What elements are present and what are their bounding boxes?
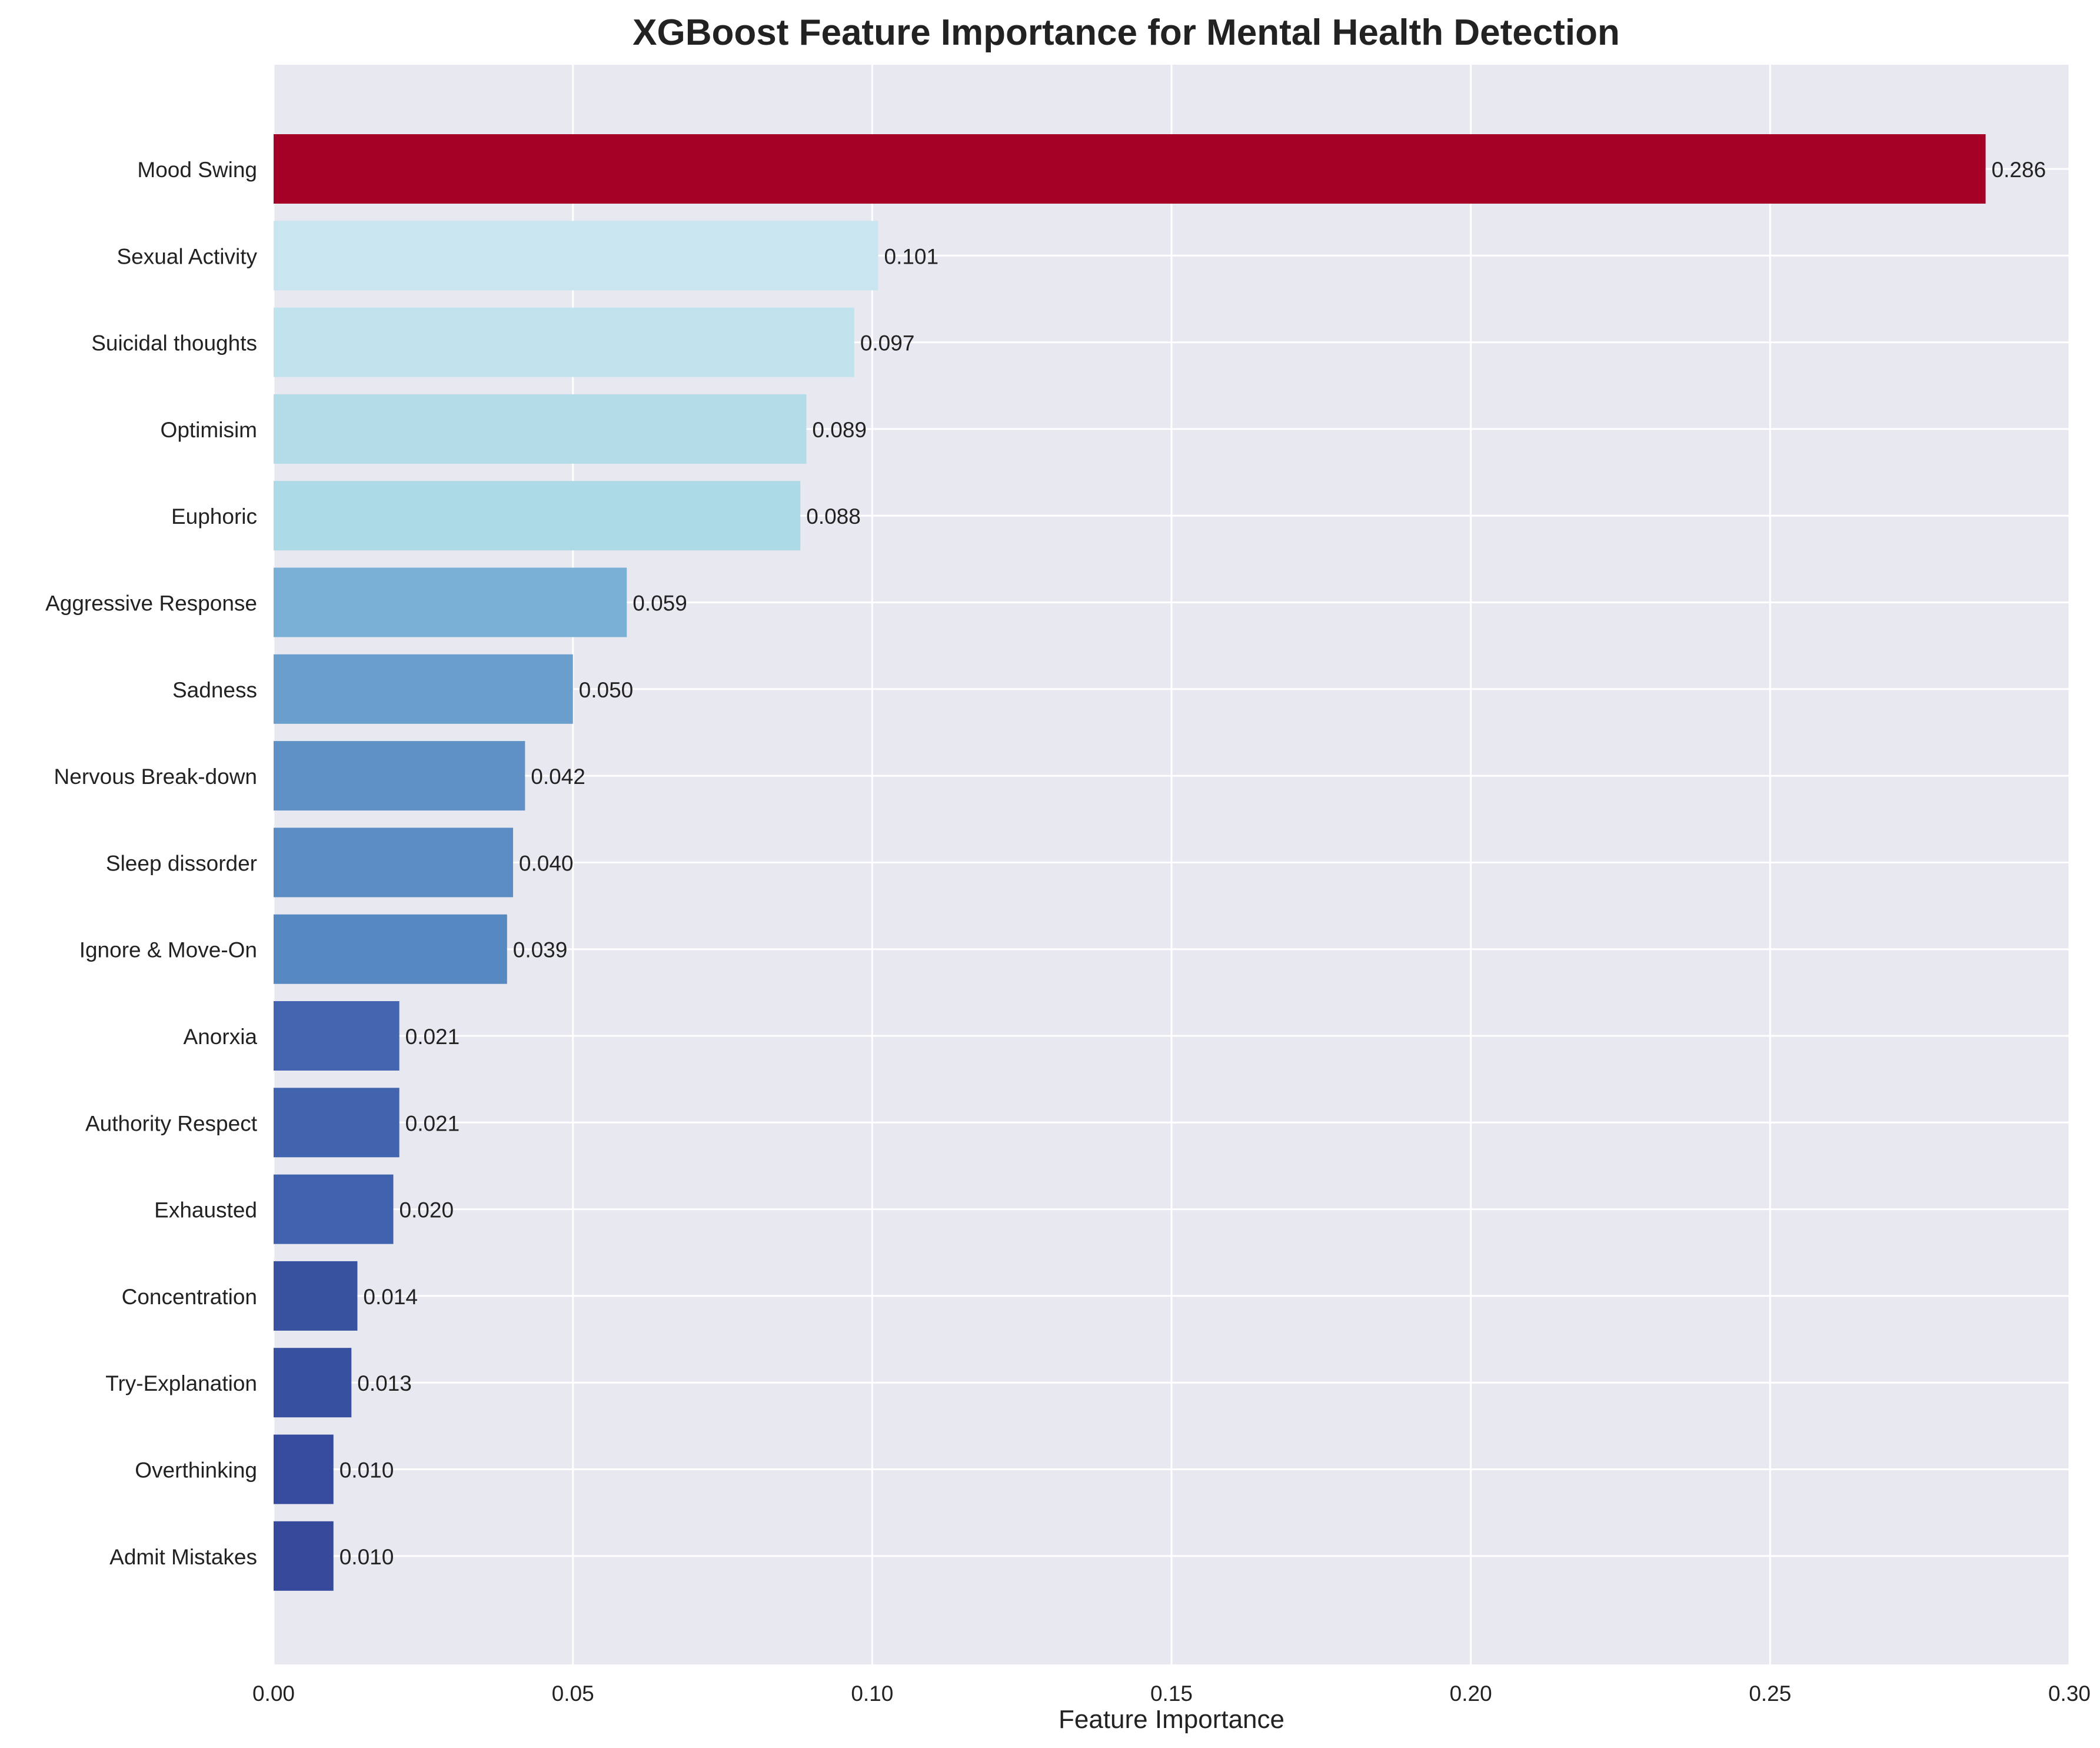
bar-value-label: 0.101: [884, 244, 939, 268]
bar-9: [274, 914, 507, 984]
y-tick-label: Mood Swing: [137, 158, 257, 182]
y-tick-label: Sadness: [172, 678, 257, 702]
x-tick-label: 0.15: [1150, 1681, 1193, 1706]
y-tick-label: Suicidal thoughts: [91, 331, 257, 355]
x-tick-label: 0.05: [552, 1681, 594, 1706]
bar-5: [274, 567, 627, 637]
bar-value-label: 0.010: [340, 1458, 394, 1483]
y-tick-label: Sexual Activity: [117, 244, 257, 268]
y-tick-label: Overthinking: [135, 1458, 257, 1483]
bar-value-label: 0.020: [399, 1198, 454, 1222]
bar-3: [274, 394, 807, 464]
bar-value-label: 0.089: [812, 418, 867, 442]
y-tick-label: Admit Mistakes: [109, 1545, 257, 1569]
x-tick-label: 0.20: [1450, 1681, 1492, 1706]
bar-1: [274, 221, 878, 291]
x-tick-label: 0.00: [252, 1681, 295, 1706]
y-tick-label: Try-Explanation: [105, 1371, 257, 1395]
bar-10: [274, 1001, 400, 1071]
bar-2: [274, 307, 854, 377]
bar-value-label: 0.014: [363, 1285, 418, 1309]
bar-4: [274, 481, 801, 551]
x-tick-label: 0.10: [851, 1681, 893, 1706]
bar-16: [274, 1521, 334, 1591]
y-tick-label: Euphoric: [171, 504, 257, 529]
y-tick-label: Authority Respect: [85, 1111, 258, 1135]
bar-14: [274, 1348, 352, 1418]
y-tick-label: Anorxia: [184, 1025, 258, 1049]
bar-7: [274, 741, 525, 811]
y-tick-label: Exhausted: [154, 1198, 257, 1222]
bar-value-label: 0.097: [860, 331, 915, 355]
x-axis-label: Feature Importance: [1059, 1705, 1284, 1734]
bar-8: [274, 828, 513, 898]
y-tick-label: Concentration: [122, 1285, 257, 1309]
bar-value-label: 0.059: [633, 591, 687, 616]
bar-13: [274, 1261, 358, 1331]
bar-value-label: 0.040: [519, 851, 574, 875]
bar-value-label: 0.039: [513, 938, 568, 962]
y-tick-label: Aggressive Response: [45, 591, 257, 616]
x-tick-label: 0.30: [2048, 1681, 2091, 1706]
bar-15: [274, 1434, 334, 1504]
bar-value-label: 0.050: [579, 678, 634, 702]
bar-11: [274, 1088, 400, 1158]
x-tick-label: 0.25: [1749, 1681, 1791, 1706]
bar-0: [274, 134, 1986, 204]
bar-value-label: 0.042: [531, 765, 585, 789]
y-tick-label: Sleep dissorder: [106, 851, 257, 875]
bar-value-label: 0.286: [1992, 158, 2046, 182]
chart-title: XGBoost Feature Importance for Mental He…: [633, 12, 1620, 53]
bar-value-label: 0.021: [405, 1111, 460, 1135]
bar-value-label: 0.021: [405, 1025, 460, 1049]
bar-6: [274, 654, 573, 724]
bar-value-label: 0.013: [357, 1371, 412, 1395]
bar-value-label: 0.010: [340, 1545, 394, 1569]
y-tick-label: Optimisim: [161, 418, 257, 442]
bar-12: [274, 1174, 394, 1244]
bar-value-label: 0.088: [806, 504, 861, 529]
y-tick-label: Ignore & Move-On: [79, 938, 257, 962]
y-tick-label: Nervous Break-down: [54, 765, 257, 789]
